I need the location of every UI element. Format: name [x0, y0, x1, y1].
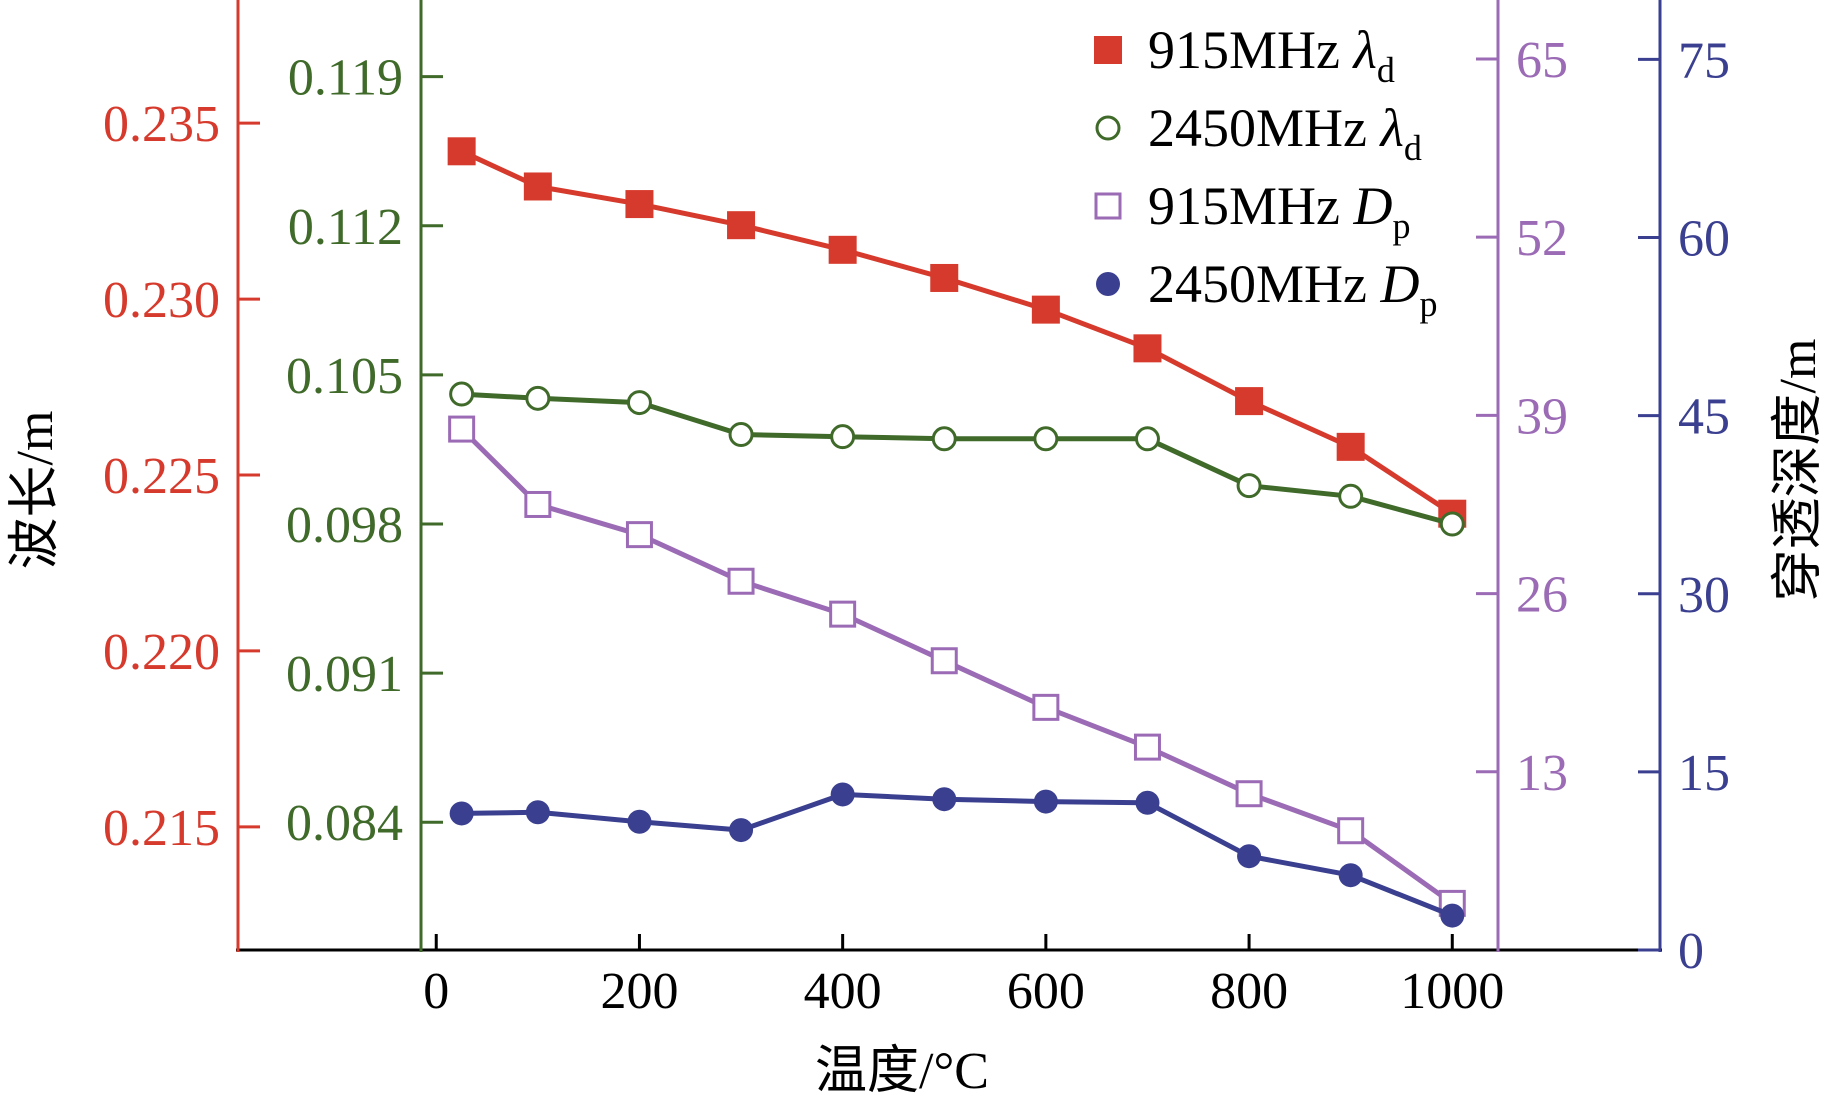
data-point: [1338, 863, 1363, 888]
right-axis-title: 穿透深度/m: [1770, 339, 1827, 602]
axes-frame: [236, 0, 1662, 952]
data-point: [523, 172, 552, 201]
data-point: [627, 809, 652, 834]
legend-marker: [1096, 272, 1120, 296]
dp915-tick-label: 65: [1516, 32, 1568, 89]
data-point: [830, 424, 856, 450]
x-axis-title: 温度/°C: [815, 1043, 989, 1098]
data-point: [525, 385, 551, 411]
dp915-tick-label: 13: [1516, 745, 1568, 802]
legend-item: 2450MHz Dp: [1096, 254, 1437, 324]
data-point: [1133, 733, 1161, 761]
data-point: [625, 521, 653, 549]
x-tick-label: 0: [423, 963, 449, 1020]
x-tick-label: 1000: [1400, 963, 1504, 1020]
lambda2450-tick-label: 0.098: [286, 497, 403, 554]
x-tick-label: 400: [804, 963, 882, 1020]
data-point: [1135, 790, 1160, 815]
legend-label: 915MHz λd: [1148, 20, 1395, 90]
legend: 915MHz λd 2450MHz λd 915MHz Dp 2450MHz Dp: [1094, 20, 1437, 324]
data-point: [931, 426, 957, 452]
dp915-tick-label: 39: [1516, 388, 1568, 445]
legend-item: 915MHz Dp: [1094, 176, 1410, 246]
left-axis-title: 波长/m: [7, 411, 64, 570]
lambda915-tick-label: 0.235: [103, 96, 220, 153]
series-line: [461, 391, 1453, 527]
data-point: [1439, 511, 1465, 537]
series-2: [449, 381, 1465, 537]
data-point: [524, 490, 552, 518]
data-point: [449, 381, 475, 407]
data-point: [1338, 483, 1364, 509]
legend-label: 915MHz Dp: [1148, 176, 1410, 246]
legend-marker: [1094, 36, 1122, 64]
data-point: [1133, 334, 1162, 363]
series-1: [447, 137, 1467, 528]
dp915-tick-label: 52: [1516, 210, 1568, 267]
legend-marker: [1095, 115, 1121, 141]
data-point: [1440, 903, 1465, 928]
data-point: [525, 800, 550, 825]
lambda2450-tick-label: 0.105: [286, 348, 403, 405]
data-point: [449, 801, 474, 826]
series-3: [448, 415, 1466, 917]
legend-marker: [1094, 192, 1122, 220]
legend-label: 2450MHz Dp: [1148, 254, 1437, 324]
lambda915-tick-label: 0.215: [103, 800, 220, 857]
series-4: [449, 782, 1465, 928]
data-point: [829, 600, 857, 628]
data-point: [448, 415, 476, 443]
lambda2450-tick-label: 0.112: [288, 199, 403, 256]
data-point: [625, 190, 654, 219]
dp2450-tick-label: 30: [1678, 567, 1730, 624]
data-point: [728, 422, 754, 448]
lambda2450-tick-label: 0.084: [286, 795, 403, 852]
x-tick-label: 800: [1210, 963, 1288, 1020]
data-point: [727, 211, 756, 240]
legend-item: 2450MHz λd: [1095, 98, 1422, 168]
lambda915-tick-label: 0.220: [103, 624, 220, 681]
legend-label: 2450MHz λd: [1148, 98, 1422, 168]
series-layer: [447, 137, 1467, 928]
lambda915-tick-label: 0.225: [103, 448, 220, 505]
lambda2450-tick-label: 0.091: [286, 646, 403, 703]
data-point: [447, 137, 476, 166]
data-point: [1235, 387, 1264, 416]
data-point: [727, 567, 755, 595]
data-point: [1134, 426, 1160, 452]
lambda2450-tick-label: 0.119: [288, 50, 403, 107]
dp2450-tick-label: 75: [1678, 32, 1730, 89]
data-point: [626, 390, 652, 416]
y-axis-ticks: 0.215 0.220 0.225 0.230 0.235 0.084 0.091 0.098…: [103, 32, 1730, 980]
data-point: [1336, 432, 1365, 461]
x-tick-label: 600: [1007, 963, 1085, 1020]
data-point: [932, 787, 957, 812]
legend-item: 915MHz λd: [1094, 20, 1395, 90]
x-axis-ticks: 0 200 400 600 800 1000: [423, 934, 1504, 1020]
dp2450-tick-label: 60: [1678, 211, 1730, 268]
data-point: [1032, 693, 1060, 721]
data-point: [930, 263, 959, 292]
dp915-tick-label: 26: [1516, 567, 1568, 624]
data-point: [830, 782, 855, 807]
data-point: [729, 818, 754, 843]
dp2450-tick-label: 0: [1678, 923, 1704, 980]
x-tick-label: 200: [600, 963, 678, 1020]
dp2450-tick-label: 45: [1678, 389, 1730, 446]
data-point: [1033, 426, 1059, 452]
dp2450-tick-label: 15: [1678, 745, 1730, 802]
data-point: [1337, 817, 1365, 845]
lambda915-tick-label: 0.230: [103, 272, 220, 329]
data-point: [1237, 844, 1262, 869]
data-point: [1033, 789, 1058, 814]
data-point: [1235, 780, 1263, 808]
data-point: [930, 647, 958, 675]
data-point: [1236, 473, 1262, 499]
data-point: [828, 235, 857, 264]
data-point: [1031, 295, 1060, 324]
